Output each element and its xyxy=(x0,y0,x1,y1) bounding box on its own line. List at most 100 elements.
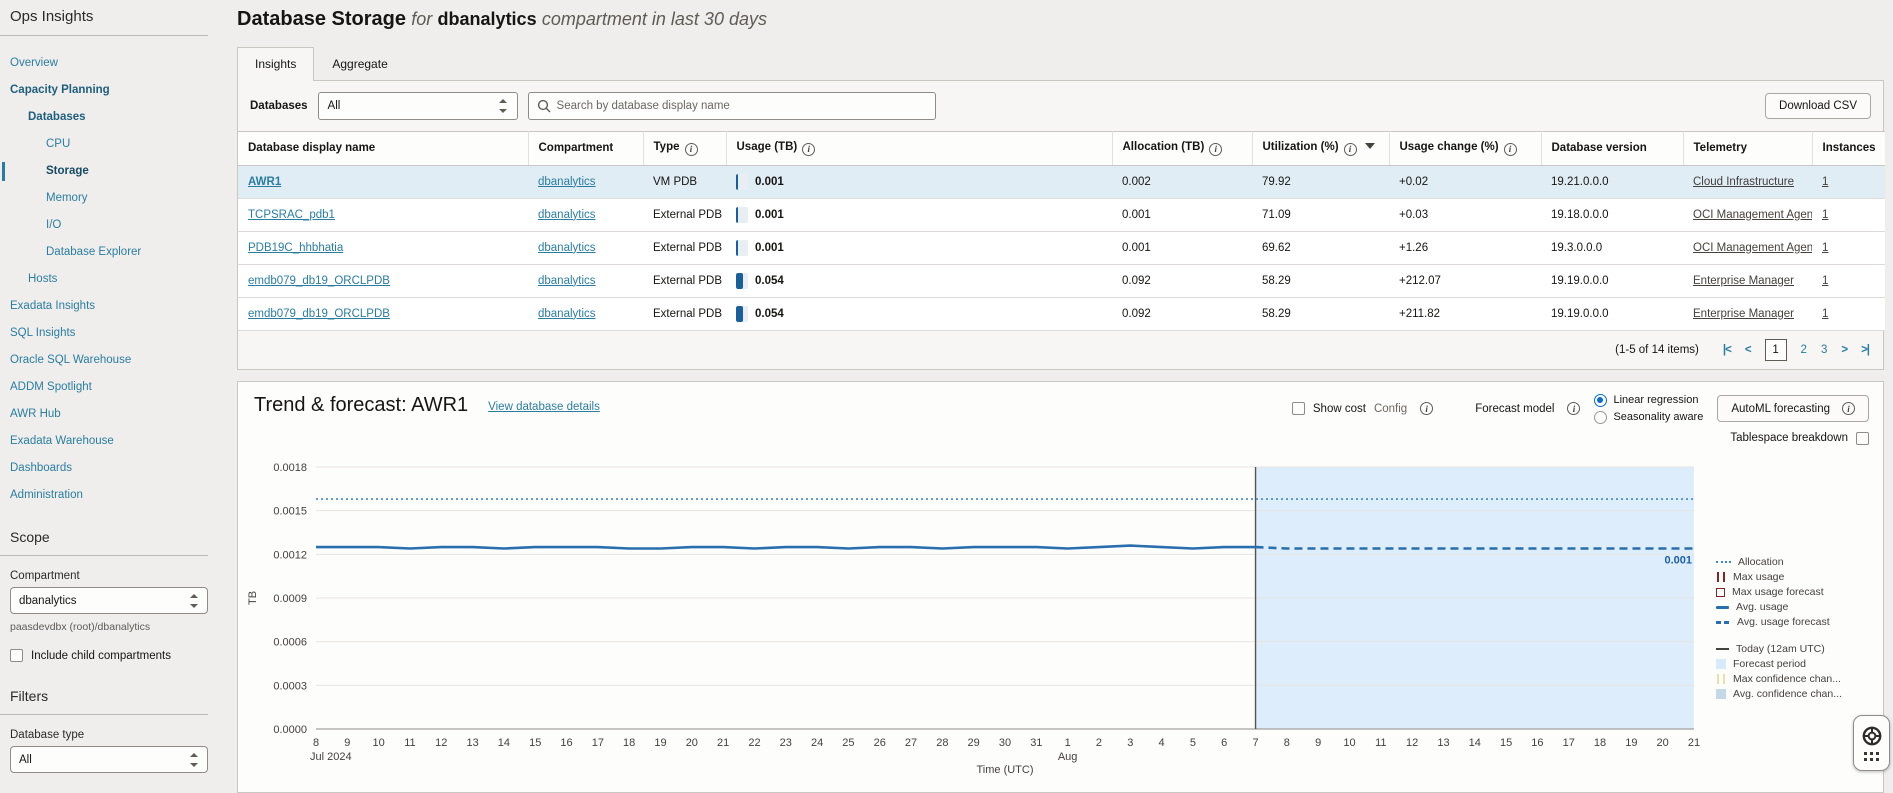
sidebar-item-awr-hub[interactable]: AWR Hub xyxy=(0,401,228,428)
col-usage-change[interactable]: Usage change (%) xyxy=(1389,132,1541,166)
sidebar-item-databases[interactable]: Databases xyxy=(0,104,228,131)
sidebar-item-exadata-insights[interactable]: Exadata Insights xyxy=(0,293,228,320)
last-page-button[interactable]: >| xyxy=(1861,344,1869,356)
trend-chart[interactable]: 0.00000.00030.00060.00090.00120.00150.00… xyxy=(240,453,1710,777)
telemetry-link[interactable]: Cloud Infrastructure xyxy=(1693,176,1794,188)
next-page-button[interactable]: > xyxy=(1841,344,1847,356)
col-type[interactable]: Type xyxy=(643,132,726,166)
svg-text:10: 10 xyxy=(1343,737,1355,749)
tab-aggregate[interactable]: Aggregate xyxy=(314,47,405,80)
databases-filter-label: Databases xyxy=(250,100,308,112)
col-utilization[interactable]: Utilization (%) xyxy=(1252,132,1389,166)
compartment-link[interactable]: dbanalytics xyxy=(538,242,596,254)
database-name-link[interactable]: TCPSRAC_pdb1 xyxy=(248,209,335,221)
svg-text:18: 18 xyxy=(623,737,635,749)
utilization-value: 58.29 xyxy=(1262,275,1291,287)
info-icon[interactable] xyxy=(802,143,815,156)
sidebar-item-addm-spotlight[interactable]: ADDM Spotlight xyxy=(0,374,228,401)
col-database-version[interactable]: Database version xyxy=(1541,132,1683,166)
database-search-input[interactable] xyxy=(557,100,927,112)
telemetry-link[interactable]: Enterprise Manager xyxy=(1693,275,1794,287)
sidebar-item-memory[interactable]: Memory xyxy=(0,185,228,212)
linear-regression-radio[interactable] xyxy=(1594,394,1607,407)
col-usage[interactable]: Usage (TB) xyxy=(726,132,1112,166)
sidebar-item-cpu[interactable]: CPU xyxy=(0,131,228,158)
database-type: External PDB xyxy=(653,209,722,221)
database-type-label: Database type xyxy=(0,729,228,741)
filters-heading: Filters xyxy=(0,688,228,704)
col-compartment[interactable]: Compartment xyxy=(528,132,643,166)
compartment-select[interactable]: dbanalytics xyxy=(10,587,208,614)
database-name-link[interactable]: emdb079_db19_ORCLPDB xyxy=(248,308,390,320)
database-name-link[interactable]: PDB19C_hhbhatia xyxy=(248,242,343,254)
include-child-compartments-checkbox[interactable] xyxy=(10,649,23,662)
compartment-link[interactable]: dbanalytics xyxy=(538,308,596,320)
instances-link[interactable]: 1 xyxy=(1822,308,1828,320)
info-icon[interactable] xyxy=(1209,143,1222,156)
sidebar-item-hosts[interactable]: Hosts xyxy=(0,266,228,293)
help-widget[interactable] xyxy=(1853,715,1890,771)
page-3-button[interactable]: 3 xyxy=(1821,344,1827,356)
telemetry-link[interactable]: OCI Management Agent xyxy=(1693,209,1812,221)
info-icon[interactable] xyxy=(1420,402,1433,415)
col-database-display-name[interactable]: Database display name xyxy=(238,132,528,166)
info-icon[interactable] xyxy=(1344,143,1357,156)
scope-heading: Scope xyxy=(0,529,228,545)
seasonality-aware-radio[interactable] xyxy=(1594,411,1607,424)
sidebar-item-dashboards[interactable]: Dashboards xyxy=(0,455,228,482)
view-database-details-link[interactable]: View database details xyxy=(488,401,600,413)
instances-link[interactable]: 1 xyxy=(1822,209,1828,221)
database-type-select[interactable]: All xyxy=(10,746,208,773)
compartment-link[interactable]: dbanalytics xyxy=(538,209,596,221)
svg-text:21: 21 xyxy=(1688,737,1700,749)
sidebar-item-storage[interactable]: Storage xyxy=(0,158,228,185)
sidebar-item-capacity-planning[interactable]: Capacity Planning xyxy=(0,77,228,104)
tablespace-breakdown-checkbox[interactable] xyxy=(1856,432,1869,445)
sidebar-item-database-explorer[interactable]: Database Explorer xyxy=(0,239,228,266)
page-2-button[interactable]: 2 xyxy=(1801,344,1807,356)
info-icon[interactable] xyxy=(1567,402,1580,415)
svg-text:0.0012: 0.0012 xyxy=(273,549,307,561)
sidebar-item-overview[interactable]: Overview xyxy=(0,50,228,77)
svg-text:25: 25 xyxy=(842,737,854,749)
telemetry-link[interactable]: OCI Management Agent xyxy=(1693,242,1812,254)
tab-insights[interactable]: Insights xyxy=(237,47,314,81)
telemetry-link[interactable]: Enterprise Manager xyxy=(1693,308,1794,320)
instances-link[interactable]: 1 xyxy=(1822,275,1828,287)
database-version: 19.19.0.0.0 xyxy=(1551,275,1609,287)
previous-page-button[interactable]: < xyxy=(1745,344,1751,356)
instances-link[interactable]: 1 xyxy=(1822,176,1828,188)
avg-usage-forecast-swatch-icon xyxy=(1716,621,1730,624)
automl-forecasting-button[interactable]: AutoML forecasting xyxy=(1717,395,1869,422)
databases-select[interactable]: All xyxy=(318,92,518,120)
usage-bar xyxy=(736,174,748,190)
allocation-value: 0.092 xyxy=(1122,275,1151,287)
info-icon[interactable] xyxy=(685,143,698,156)
col-allocation[interactable]: Allocation (TB) xyxy=(1112,132,1252,166)
col-instances[interactable]: Instances xyxy=(1812,132,1885,166)
compartment-link[interactable]: dbanalytics xyxy=(538,275,596,287)
col-telemetry[interactable]: Telemetry xyxy=(1683,132,1812,166)
sidebar-item-oracle-sql-warehouse[interactable]: Oracle SQL Warehouse xyxy=(0,347,228,374)
first-page-button[interactable]: |< xyxy=(1723,344,1731,356)
show-cost-checkbox[interactable] xyxy=(1292,402,1305,415)
page-1-current[interactable]: 1 xyxy=(1765,339,1787,361)
database-name-link[interactable]: emdb079_db19_ORCLPDB xyxy=(248,275,390,287)
download-csv-button[interactable]: Download CSV xyxy=(1765,93,1871,119)
sidebar-item-io[interactable]: I/O xyxy=(0,212,228,239)
info-icon[interactable] xyxy=(1504,143,1517,156)
sidebar-item-administration[interactable]: Administration xyxy=(0,482,228,509)
svg-text:18: 18 xyxy=(1594,737,1606,749)
database-name-link[interactable]: AWR1 xyxy=(248,176,281,188)
compartment-link[interactable]: dbanalytics xyxy=(538,176,596,188)
instances-link[interactable]: 1 xyxy=(1822,242,1828,254)
config-label[interactable]: Config xyxy=(1374,403,1407,415)
database-version: 19.21.0.0.0 xyxy=(1551,176,1609,188)
sidebar-item-exadata-warehouse[interactable]: Exadata Warehouse xyxy=(0,428,228,455)
sidebar-item-sql-insights[interactable]: SQL Insights xyxy=(0,320,228,347)
